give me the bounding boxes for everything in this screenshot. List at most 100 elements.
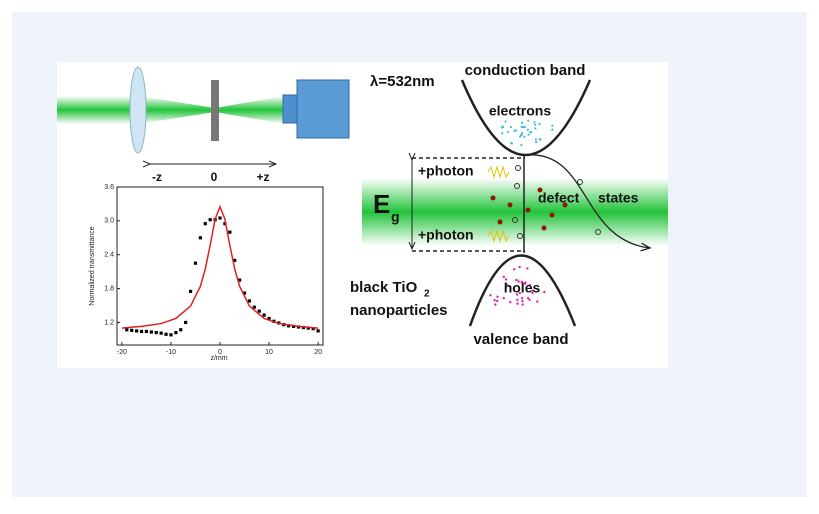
defect — [549, 212, 555, 218]
label: λ=532nm — [370, 73, 435, 90]
electron — [517, 233, 523, 239]
conduction-band — [460, 79, 592, 156]
electron — [527, 133, 530, 136]
x-tick-label: -10 — [166, 349, 176, 356]
electron — [510, 141, 513, 145]
electron — [522, 125, 525, 129]
hole — [518, 265, 521, 269]
data-point — [139, 329, 144, 334]
electron — [519, 135, 522, 138]
hole — [517, 280, 520, 283]
data-point — [306, 326, 310, 330]
data-point — [159, 331, 163, 335]
relaxation-arrow — [525, 154, 650, 248]
data-point — [154, 330, 158, 335]
electron — [520, 121, 524, 124]
plot-frame — [116, 186, 324, 346]
y-tick-label: 3.6 — [104, 184, 114, 191]
hole — [515, 278, 518, 282]
data-point — [262, 313, 266, 317]
hole — [496, 295, 499, 298]
hole — [513, 268, 516, 271]
label: nanoparticles — [350, 302, 448, 319]
electron — [506, 130, 510, 133]
hole — [520, 280, 523, 284]
hole — [528, 298, 531, 301]
label: -z — [152, 170, 162, 184]
electron — [515, 165, 521, 171]
data-point — [247, 299, 252, 303]
label: +z — [256, 170, 269, 184]
data-point — [179, 328, 183, 332]
electron — [530, 130, 533, 134]
data-point — [188, 289, 193, 293]
electron — [533, 121, 536, 124]
x-axis-label: z/mm — [210, 355, 227, 362]
data-point — [223, 222, 227, 226]
data-point — [193, 261, 198, 265]
hole — [518, 291, 522, 295]
x-tick-label: 20 — [314, 349, 322, 356]
data-point — [228, 230, 232, 234]
data-point — [233, 258, 237, 262]
electron — [514, 183, 520, 189]
defect — [537, 187, 543, 193]
electron — [520, 132, 524, 135]
label: 0 — [211, 170, 218, 184]
y-tick-label: 1.8 — [104, 285, 114, 292]
label: conduction band — [465, 62, 586, 79]
y-axis-label: Normalized transmittance — [89, 226, 96, 305]
electron — [534, 123, 537, 126]
data-point — [311, 327, 315, 331]
electron — [509, 126, 512, 129]
hole — [494, 303, 497, 306]
hole — [516, 302, 519, 305]
hole — [489, 294, 492, 297]
hole — [536, 300, 539, 303]
detector — [282, 94, 298, 124]
electron — [535, 141, 538, 144]
inset-chart: -20 -10 0 10 20 1.2 1.8 2.4 3.0 3.6 — [104, 184, 322, 356]
electron — [538, 138, 541, 141]
label: electrons — [489, 103, 551, 119]
fit-line — [121, 204, 319, 329]
hole — [521, 300, 524, 303]
data-point — [316, 329, 320, 333]
data-point — [130, 328, 134, 332]
electron — [501, 132, 504, 135]
label: +photon — [418, 163, 474, 179]
data-point — [218, 216, 222, 220]
label: +photon — [418, 227, 474, 243]
defect — [497, 219, 503, 225]
data-point — [174, 330, 178, 335]
label: 2 — [424, 289, 430, 300]
defect — [525, 207, 531, 213]
label: black TiO — [350, 279, 418, 296]
hole — [502, 275, 506, 279]
data-point — [252, 305, 256, 309]
electron — [526, 128, 529, 132]
label: g — [391, 209, 400, 225]
hole — [509, 301, 512, 304]
hole — [516, 298, 519, 302]
detector — [296, 79, 350, 139]
label: defect — [538, 190, 580, 206]
data-point — [257, 309, 261, 313]
data-point — [238, 278, 242, 282]
data-point — [198, 236, 202, 240]
hole — [524, 282, 527, 285]
hole — [515, 293, 519, 296]
hole — [543, 290, 546, 294]
data-point — [208, 218, 212, 222]
hole — [505, 283, 508, 286]
label: valence band — [473, 331, 568, 348]
hole — [521, 297, 524, 300]
label: holes — [504, 280, 541, 296]
hole — [531, 289, 535, 292]
electron — [577, 179, 583, 185]
hole — [502, 297, 505, 300]
electron — [520, 144, 523, 147]
data-point — [144, 329, 149, 334]
x-tick-label: 0 — [218, 349, 222, 356]
